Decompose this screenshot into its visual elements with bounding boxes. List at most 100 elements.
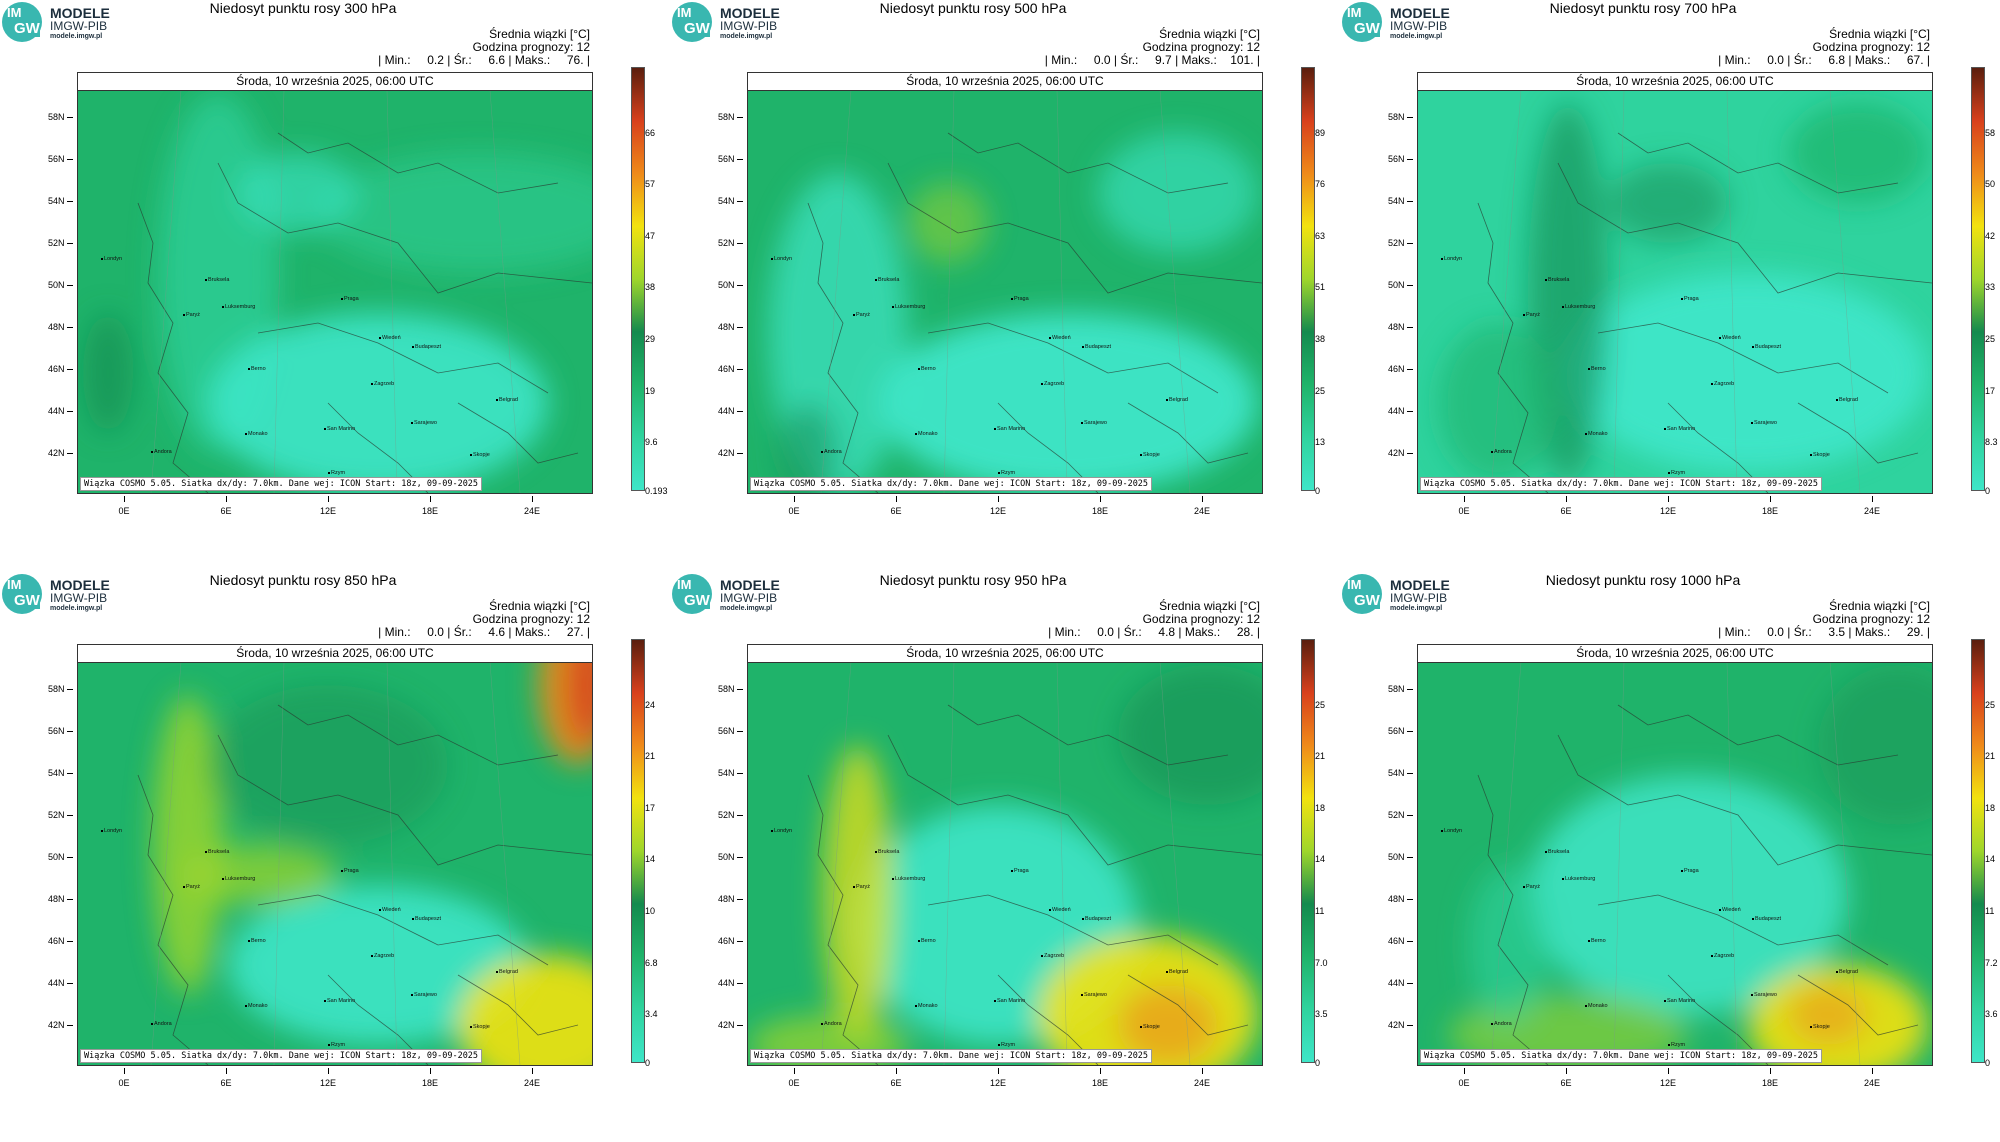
border-line: [927, 894, 1219, 966]
lat-label: 52N: [718, 238, 742, 248]
lon-tick: [1872, 1068, 1873, 1074]
graticule-line: [1490, 89, 1522, 493]
logo-text-modele: MODELE: [50, 5, 110, 21]
city-label: Monako: [1585, 1003, 1608, 1009]
lat-label: 58N: [48, 112, 72, 122]
city-label: Praga: [1681, 868, 1699, 874]
border-line: [1477, 774, 1549, 1065]
lon-tick: [1464, 496, 1465, 502]
lon-label: 0E: [1458, 506, 1470, 516]
lon-tick: [328, 1068, 329, 1074]
header-forecast-hour: Godzina prognozy: 12: [472, 612, 590, 626]
lat-label: 46N: [48, 936, 72, 946]
city-label: Wiedeń: [379, 907, 401, 913]
border-line: [807, 202, 879, 493]
city-label: Praga: [1011, 868, 1029, 874]
city-label: Paryż: [1522, 312, 1541, 318]
lon-tick: [1770, 1068, 1771, 1074]
field-blob: [1118, 665, 1262, 805]
field-blob: [228, 885, 528, 1045]
lon-label: 0E: [1458, 1078, 1470, 1088]
city-label: Zagrzeb: [370, 381, 395, 387]
logo-text-imgw: IMGW-PIB: [50, 19, 108, 33]
field-blob: [238, 153, 358, 233]
colorbar-label: 3.6: [1985, 1009, 1998, 1019]
colorbar-label: 38: [1315, 334, 1326, 344]
colorbar-label: 66: [645, 128, 656, 138]
lon-label: 12E: [319, 1078, 336, 1088]
lon-tick: [794, 496, 795, 502]
border-line: [217, 734, 592, 866]
field-blob: [1528, 775, 1848, 1015]
colorbar-label: 3.4: [645, 1009, 658, 1019]
city-label: Sarajewo: [411, 420, 437, 426]
map-date: Środa, 10 września 2025, 06:00 UTC: [78, 73, 592, 91]
lon-label: 18E: [1091, 1078, 1108, 1088]
city-label: Londyn: [1440, 828, 1463, 834]
lon-label: 12E: [1659, 1078, 1676, 1088]
panel-title: Niedosyt punktu rosy 850 hPa: [209, 572, 397, 588]
city-label: Luksemburg: [1561, 304, 1596, 310]
city-label: Budapeszt: [412, 916, 441, 922]
lat-label: 52N: [1388, 810, 1412, 820]
logo-text-modele: MODELE: [1390, 5, 1450, 21]
city-label: Rzym: [327, 1042, 346, 1048]
map-field: [748, 645, 1262, 1065]
border-line: [947, 704, 1229, 766]
header-forecast-hour: Godzina prognozy: 12: [1142, 40, 1260, 54]
lon-label: 12E: [319, 506, 336, 516]
graticule-line: [1726, 661, 1738, 1065]
border-line: [887, 734, 1262, 866]
colorbar-label: 3.5: [1315, 1009, 1328, 1019]
colorbar-label: 25: [1315, 700, 1326, 710]
field-blob: [568, 645, 592, 745]
lat-label: 50N: [1388, 852, 1412, 862]
city-label: Paryż: [852, 884, 871, 890]
graticule-line: [150, 661, 182, 1065]
border-line: [1557, 162, 1932, 294]
border-line: [457, 974, 579, 1036]
graticule-line: [150, 89, 182, 493]
map-footer: Wiązka COSMO 5.05. Siatka dx/dy: 7.0km. …: [1420, 477, 1823, 491]
colorbar-label: 11: [1315, 906, 1325, 916]
lon-label: 6E: [890, 506, 902, 516]
field-blob: [878, 313, 1258, 493]
lon-tick: [1668, 496, 1669, 502]
lat-label: 44N: [718, 978, 742, 988]
lat-label: 44N: [48, 406, 72, 416]
border-line: [1127, 974, 1249, 1036]
map-footer: Wiązka COSMO 5.05. Siatka dx/dy: 7.0km. …: [1420, 1049, 1823, 1063]
border-line: [257, 322, 549, 394]
colorbar-label: 25: [1985, 334, 1996, 344]
graticule-line: [1490, 661, 1522, 1065]
lat-label: 46N: [1388, 364, 1412, 374]
city-label: Rzym: [1667, 470, 1686, 476]
city-label: Monako: [245, 431, 268, 437]
colorbar-label: 25: [1315, 386, 1326, 396]
city-label: Rzym: [997, 470, 1016, 476]
colorbar-label: 57: [645, 179, 656, 189]
logo-gw: GW: [1354, 20, 1380, 37]
city-label: Monako: [915, 1003, 938, 1009]
city-label: Zagrzeb: [1710, 953, 1735, 959]
city-label: Londyn: [100, 828, 123, 834]
city-label: Skopje: [470, 452, 490, 458]
lat-label: 42N: [1388, 448, 1412, 458]
city-label: Wiedeń: [1719, 907, 1741, 913]
lon-tick: [1566, 1068, 1567, 1074]
logo-gw: GW: [1354, 592, 1380, 609]
map-area: Środa, 10 września 2025, 06:00 UTC Wiązk…: [77, 72, 593, 494]
lat-label: 54N: [48, 768, 72, 778]
lon-tick: [1100, 496, 1101, 502]
lat-label: 54N: [718, 768, 742, 778]
header-quantity: Średnia wiązki [°C]: [1159, 599, 1260, 613]
field-blob: [1818, 665, 1932, 825]
colorbar-label: 7.2: [1985, 958, 1998, 968]
lon-tick: [532, 496, 533, 502]
city-label: Andora: [1491, 1021, 1512, 1027]
city-label: Bruksela: [1544, 277, 1570, 283]
border-line: [217, 162, 592, 294]
lon-label: 0E: [118, 1078, 130, 1088]
lat-label: 46N: [718, 936, 742, 946]
city-label: Andora: [151, 1021, 172, 1027]
